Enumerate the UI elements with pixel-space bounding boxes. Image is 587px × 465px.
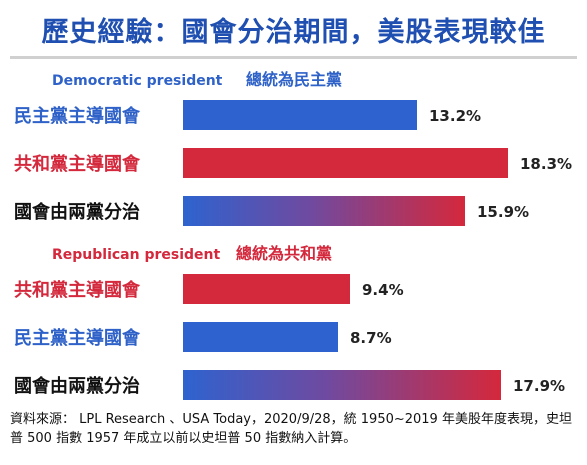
bar (183, 100, 417, 130)
bar (183, 322, 338, 352)
title-divider (10, 56, 577, 59)
category-label: 共和黨主導國會 (14, 279, 141, 301)
category-label: 共和黨主導國會 (14, 153, 141, 175)
group-label-zh: 總統為民主黨 (246, 70, 342, 89)
value-label: 18.3% (520, 155, 572, 173)
title-bar: 歷史經驗：國會分治期間，美股表現較佳 (10, 4, 577, 54)
value-label: 17.9% (513, 377, 565, 395)
bar (183, 196, 465, 226)
category-label: 國會由兩黨分治 (14, 201, 140, 223)
chart-title: 歷史經驗：國會分治期間，美股表現較佳 (41, 16, 546, 48)
group-label-en: Republican president (52, 247, 221, 263)
group-label-zh: 總統為共和黨 (236, 244, 332, 263)
value-label: 15.9% (477, 203, 529, 221)
bar (183, 148, 508, 178)
value-label: 9.4% (362, 281, 404, 299)
value-label: 13.2% (429, 107, 481, 125)
category-label: 民主黨主導國會 (14, 105, 141, 127)
group-label-en: Democratic president (52, 73, 223, 89)
category-label: 民主黨主導國會 (14, 327, 141, 349)
bar (183, 274, 350, 304)
value-label: 8.7% (350, 329, 392, 347)
category-label: 國會由兩黨分治 (14, 375, 140, 397)
footnote: 資料來源： LPL Research 、USA Today，2020/9/28，… (10, 412, 572, 446)
bar (183, 370, 501, 400)
